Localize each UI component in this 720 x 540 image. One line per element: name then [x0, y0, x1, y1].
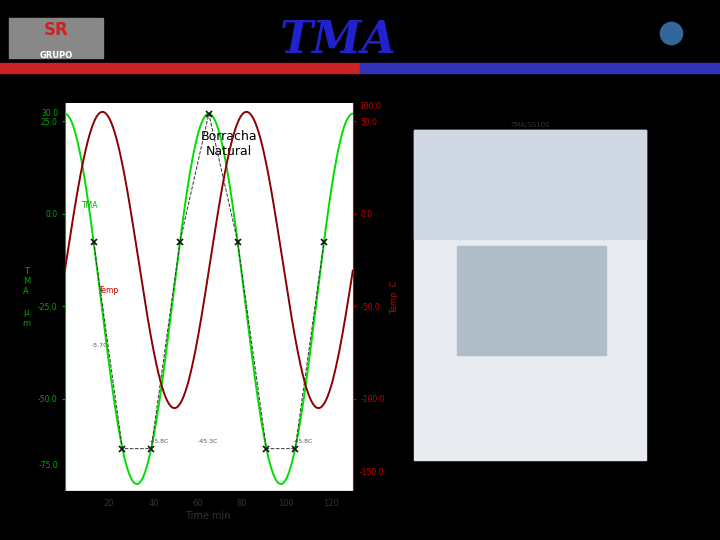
Text: TMA: TMA — [82, 200, 99, 210]
Text: SR: SR — [43, 21, 68, 39]
Text: -45.3C: -45.3C — [198, 439, 218, 444]
Text: 30.0: 30.0 — [41, 109, 58, 118]
Text: SII: SII — [582, 23, 623, 50]
Bar — [360, 63, 720, 73]
Bar — [0, 63, 360, 73]
Bar — [414, 130, 646, 460]
Y-axis label: T
M
A

μ
m: T M A μ m — [22, 267, 30, 327]
Text: Temp: Temp — [99, 286, 120, 295]
Text: -5.7C: -5.7C — [91, 343, 108, 348]
Text: -150.0: -150.0 — [359, 468, 384, 477]
Bar — [457, 246, 606, 355]
Y-axis label: Temp. C: Temp. C — [390, 280, 400, 314]
Text: -45.8C: -45.8C — [149, 439, 169, 444]
X-axis label: Time min.: Time min. — [184, 511, 233, 521]
Text: GRUPO: GRUPO — [39, 51, 73, 59]
Text: 100.0: 100.0 — [359, 102, 381, 111]
Bar — [414, 130, 646, 239]
Text: Borracha
Natural: Borracha Natural — [201, 130, 257, 158]
Bar — [9, 18, 103, 58]
Text: -75.0: -75.0 — [38, 461, 58, 470]
Text: TMA: TMA — [280, 18, 397, 62]
Text: -45.8C: -45.8C — [293, 439, 313, 444]
Text: TMA/SS100: TMA/SS100 — [510, 122, 550, 128]
